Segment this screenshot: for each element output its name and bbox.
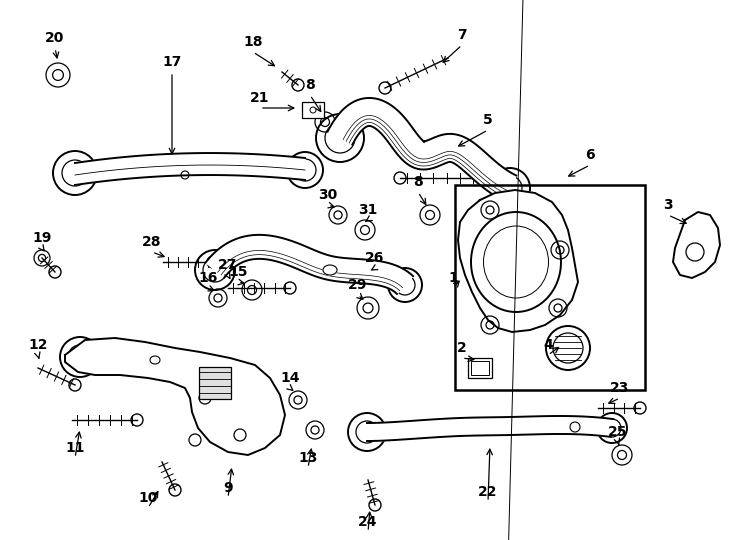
Text: 17: 17 bbox=[162, 55, 182, 69]
Bar bbox=[455, 185, 645, 390]
Text: 28: 28 bbox=[142, 235, 161, 249]
Polygon shape bbox=[673, 212, 720, 278]
Polygon shape bbox=[327, 98, 516, 200]
Text: 5: 5 bbox=[483, 113, 493, 127]
Text: 23: 23 bbox=[610, 381, 630, 395]
Text: 4: 4 bbox=[543, 338, 553, 352]
Circle shape bbox=[546, 326, 590, 370]
Text: 16: 16 bbox=[198, 271, 218, 285]
Circle shape bbox=[608, 424, 616, 432]
Text: 6: 6 bbox=[585, 148, 595, 162]
Circle shape bbox=[69, 167, 81, 179]
Text: 21: 21 bbox=[250, 91, 270, 105]
Polygon shape bbox=[75, 153, 305, 185]
Text: 18: 18 bbox=[243, 35, 263, 49]
Circle shape bbox=[210, 265, 220, 275]
Text: 3: 3 bbox=[664, 198, 673, 212]
Text: 14: 14 bbox=[280, 371, 299, 385]
Text: 25: 25 bbox=[608, 425, 628, 439]
Circle shape bbox=[333, 131, 347, 145]
Text: 12: 12 bbox=[28, 338, 48, 352]
Text: 27: 27 bbox=[218, 258, 238, 272]
Circle shape bbox=[505, 183, 515, 193]
Text: 10: 10 bbox=[138, 491, 158, 505]
Text: 2: 2 bbox=[457, 341, 467, 355]
Polygon shape bbox=[458, 190, 578, 332]
Polygon shape bbox=[65, 338, 285, 455]
Text: 29: 29 bbox=[349, 278, 368, 292]
Text: 22: 22 bbox=[479, 485, 498, 499]
Circle shape bbox=[300, 165, 310, 175]
Text: 20: 20 bbox=[46, 31, 65, 45]
Text: 19: 19 bbox=[32, 231, 51, 245]
Text: 31: 31 bbox=[358, 203, 378, 217]
Bar bbox=[468, 358, 492, 378]
Text: 30: 30 bbox=[319, 188, 338, 202]
Text: 11: 11 bbox=[65, 441, 84, 455]
Polygon shape bbox=[367, 416, 613, 441]
Ellipse shape bbox=[471, 212, 561, 312]
Text: 24: 24 bbox=[358, 515, 378, 529]
Text: 8: 8 bbox=[413, 175, 423, 189]
Text: 7: 7 bbox=[457, 28, 467, 42]
Polygon shape bbox=[206, 235, 413, 294]
Circle shape bbox=[362, 427, 372, 437]
Ellipse shape bbox=[323, 265, 337, 275]
Text: 8: 8 bbox=[305, 78, 315, 92]
Bar bbox=[471, 361, 489, 375]
Text: 26: 26 bbox=[366, 251, 385, 265]
Text: 1: 1 bbox=[448, 271, 458, 285]
Text: 15: 15 bbox=[228, 265, 248, 279]
Text: 13: 13 bbox=[298, 451, 318, 465]
Bar bbox=[199, 367, 231, 399]
Bar bbox=[302, 102, 324, 118]
Circle shape bbox=[401, 281, 409, 289]
Text: 9: 9 bbox=[223, 481, 233, 495]
Circle shape bbox=[75, 352, 85, 362]
